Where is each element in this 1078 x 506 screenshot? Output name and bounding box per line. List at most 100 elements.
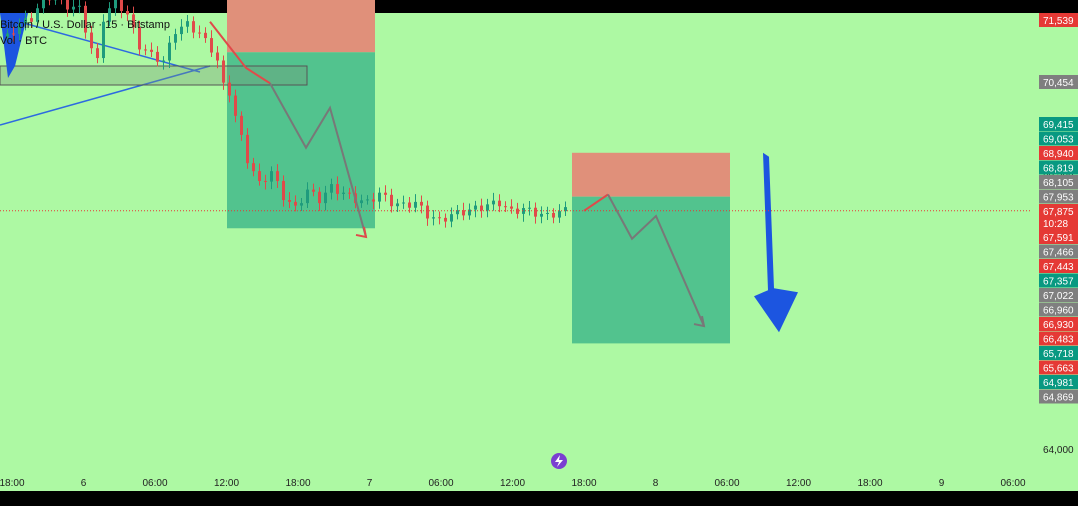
candle-body — [336, 184, 339, 194]
candle-body — [474, 205, 477, 210]
candle-body — [66, 0, 69, 10]
candle-body — [180, 26, 183, 35]
candle-body — [30, 18, 33, 22]
candle-body — [384, 192, 387, 195]
stop-loss-zone — [227, 0, 375, 53]
candle-body — [234, 95, 237, 116]
arrow-head — [355, 226, 368, 239]
candle-body — [432, 217, 435, 219]
volume-label: Vol · BTC — [0, 35, 47, 47]
candle-body — [558, 211, 561, 218]
candle-body — [294, 201, 297, 206]
candle-body — [246, 134, 249, 164]
price-badge-label: 68,819 — [1043, 164, 1074, 175]
price-badge-label: 67,443 — [1043, 262, 1074, 273]
trend-line-lower — [0, 65, 211, 126]
symbol-title: Bitcoin / U.S. Dollar · 15 · Bitstamp — [0, 19, 170, 31]
candle-body — [174, 34, 177, 43]
price-badge-label: 67,022 — [1043, 291, 1074, 302]
time-axis-tick: 06:00 — [714, 478, 739, 489]
price-badge — [1039, 204, 1078, 230]
time-axis-tick: 18:00 — [0, 478, 25, 489]
candle-body — [534, 207, 537, 217]
projected-path-red — [209, 21, 271, 85]
price-badge-label: 69,053 — [1043, 135, 1074, 146]
time-axis-tick: 12:00 — [500, 478, 525, 489]
candle-body — [330, 184, 333, 193]
candle-body — [372, 199, 375, 202]
price-badge-label: 64,981 — [1043, 378, 1074, 389]
price-badge — [1039, 302, 1078, 317]
candle-body — [378, 192, 381, 202]
time-axis-tick: 18:00 — [571, 478, 596, 489]
price-badge — [1039, 360, 1078, 375]
price-badge-label: 68,940 — [1043, 149, 1074, 160]
position-zones — [227, 0, 730, 344]
candle-body — [324, 192, 327, 204]
candle-body — [390, 194, 393, 207]
time-axis-tick: 06:00 — [428, 478, 453, 489]
candle-body — [486, 204, 489, 211]
candle-body — [210, 38, 213, 53]
candle-body — [546, 212, 549, 214]
candle-body — [24, 18, 27, 24]
candle-body — [258, 171, 261, 181]
candle-body — [222, 60, 225, 83]
price-badge — [1039, 288, 1078, 302]
candle-body — [198, 32, 201, 34]
candle-body — [108, 8, 111, 22]
candle-body — [492, 200, 495, 205]
candle-body — [438, 217, 441, 219]
candle-body — [456, 210, 459, 215]
candle-body — [516, 208, 519, 214]
price-badge — [1039, 317, 1078, 331]
candle-body — [564, 207, 567, 212]
candle-body — [36, 8, 39, 22]
candle-body — [402, 202, 405, 204]
candle-body — [468, 209, 471, 216]
price-badge-label: 66,960 — [1043, 306, 1074, 317]
candle-body — [288, 200, 291, 202]
candle-body — [444, 217, 447, 222]
candle-body — [348, 192, 351, 194]
price-badge-label: 68,105 — [1043, 178, 1074, 189]
price-badges: 71,539 70,454 69,415 69,053 68,940 68,819 68,1… — [1039, 13, 1078, 404]
time-axis[interactable] — [0, 474, 1078, 491]
candle-body — [306, 189, 309, 204]
candle-body — [84, 5, 87, 33]
price-badge — [1039, 189, 1078, 204]
price-badge-label: 67,466 — [1043, 248, 1074, 259]
candle-body — [528, 207, 531, 209]
price-badge-label: 67,591 — [1043, 233, 1074, 244]
price-badge — [1039, 230, 1078, 244]
price-badge — [1039, 331, 1078, 346]
candle-body — [132, 14, 135, 28]
price-badge — [1039, 160, 1078, 175]
candle-body — [252, 163, 255, 172]
price-badge — [1039, 175, 1078, 189]
price-axis-tick: 64,000 — [1043, 445, 1074, 456]
price-badge — [1039, 75, 1078, 89]
plot-area[interactable] — [0, 13, 1031, 474]
price-badge — [1039, 346, 1078, 360]
candle-body — [414, 201, 417, 208]
candle-body — [510, 206, 513, 209]
down-arrow-shape — [754, 152, 798, 333]
candle-body — [342, 192, 345, 194]
price-badge — [1039, 244, 1078, 259]
candle-body — [522, 208, 525, 214]
candle-body — [264, 180, 267, 182]
candle-body — [6, 33, 9, 38]
candle-body — [96, 48, 99, 59]
lightning-bolt-glyph — [555, 455, 563, 467]
candle-body — [78, 5, 81, 7]
candle-body — [552, 212, 555, 218]
candle-body — [186, 21, 189, 27]
time-axis-tick: 18:00 — [857, 478, 882, 489]
time-axis-tick: 06:00 — [1000, 478, 1025, 489]
price-badge-label: 67,953 — [1043, 193, 1074, 204]
candle-body — [426, 205, 429, 219]
candle-body — [156, 51, 159, 62]
